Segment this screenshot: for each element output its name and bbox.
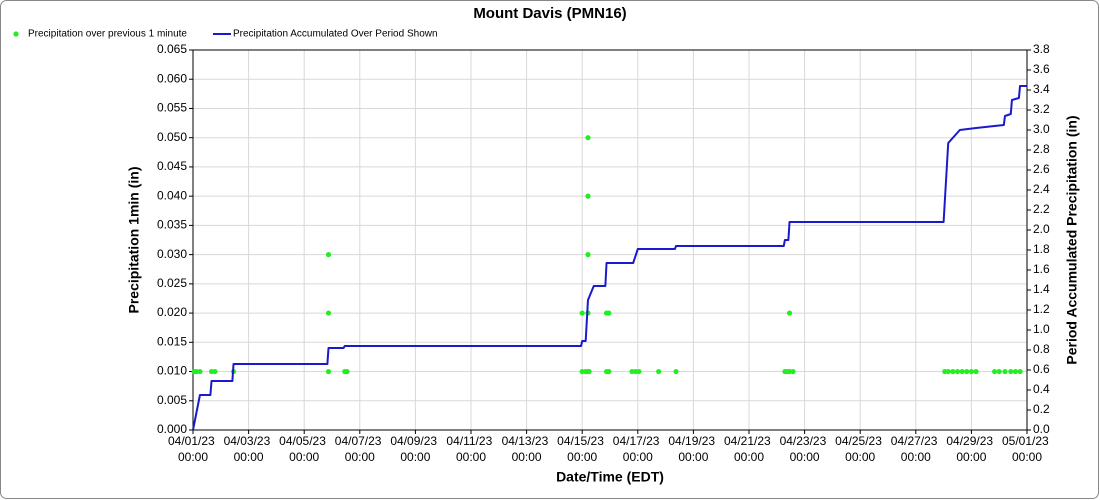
point [1012, 368, 1019, 375]
y2-tick-label: 3.4 [1033, 82, 1050, 96]
y2-tick-label: 3.0 [1033, 122, 1050, 136]
y2-tick-label: 1.8 [1033, 242, 1050, 256]
y-axis-title: Precipitation 1min (in) [126, 166, 142, 313]
point [1017, 368, 1023, 375]
point [968, 368, 975, 375]
point [991, 368, 998, 375]
y-tick-label: 0.030 [157, 247, 187, 261]
y2-tick-label: 0.8 [1033, 342, 1050, 356]
y2-tick-label: 2.0 [1033, 222, 1050, 236]
point [656, 368, 662, 375]
x-tick-label: 04/03/23 00:00 [224, 434, 274, 464]
x-tick-label: 04/17/23 00:00 [613, 434, 663, 464]
x-axis-title: Date/Time (EDT) [556, 469, 664, 485]
legend-label: Precipitation over previous 1 minute [28, 29, 187, 40]
y2-tick-label: 1.2 [1033, 302, 1050, 316]
point [945, 368, 951, 375]
y2-tick-label: 3.8 [1033, 42, 1050, 56]
point [585, 252, 591, 258]
y2-tick-label: 3.6 [1033, 62, 1050, 76]
x-tick-label: 04/23/23 00:00 [780, 434, 830, 464]
point [973, 368, 979, 375]
point [790, 368, 796, 375]
point [606, 368, 612, 375]
y2-tick-label: 3.2 [1033, 102, 1050, 116]
x-tick-label: 04/15/23 00:00 [557, 434, 607, 464]
x-tick-label: 04/19/23 00:00 [668, 434, 718, 464]
point [673, 368, 679, 375]
y2-tick-label: 0.6 [1033, 362, 1050, 376]
y2-tick-label: 1.6 [1033, 262, 1050, 276]
point [585, 193, 591, 199]
y-tick-label: 0.040 [157, 188, 187, 202]
y2-tick-label: 0.2 [1033, 402, 1050, 416]
x-tick-label: 04/13/23 00:00 [502, 434, 552, 464]
y2-tick-label: 1.0 [1033, 322, 1050, 336]
y2-tick-label: 0.4 [1033, 382, 1050, 396]
y2-tick-label: 2.6 [1033, 162, 1050, 176]
x-tick-label: 04/27/23 00:00 [891, 434, 941, 464]
y-tick-label: 0.000 [157, 422, 187, 436]
x-tick-label: 05/01/23 00:00 [1002, 434, 1052, 464]
y2-tick-label: 0.0 [1033, 422, 1050, 436]
x-tick-label: 04/07/23 00:00 [335, 434, 385, 464]
y2-tick-label: 1.4 [1033, 282, 1050, 296]
y2-tick-label: 2.2 [1033, 202, 1050, 216]
point [1002, 368, 1008, 375]
y2-tick-label: 2.8 [1033, 142, 1050, 156]
y-tick-label: 0.045 [157, 159, 187, 173]
point [1008, 368, 1014, 375]
point [325, 368, 332, 375]
x-tick-label: 04/01/23 00:00 [168, 434, 218, 464]
point [212, 368, 218, 375]
x-tick-label: 04/25/23 00:00 [835, 434, 885, 464]
point [325, 252, 332, 258]
point [606, 310, 612, 316]
point [954, 368, 961, 375]
point [996, 368, 1002, 375]
y-tick-label: 0.015 [157, 334, 187, 348]
y-tick-label: 0.005 [157, 393, 187, 407]
point [959, 368, 965, 375]
point [325, 310, 332, 316]
x-tick-label: 04/11/23 00:00 [446, 434, 495, 464]
y-tick-label: 0.050 [157, 130, 187, 144]
point [344, 368, 350, 375]
y-tick-label: 0.060 [157, 71, 187, 85]
legend-marker [13, 31, 19, 37]
point [950, 368, 956, 375]
x-tick-label: 04/05/23 00:00 [279, 434, 329, 464]
point [586, 368, 592, 375]
y-tick-label: 0.025 [157, 276, 187, 290]
line [192, 85, 1027, 431]
point [579, 310, 585, 316]
point [585, 135, 591, 141]
y-tick-label: 0.055 [157, 101, 187, 115]
point [197, 368, 203, 375]
x-tick-label: 04/29/23 00:00 [946, 434, 996, 464]
y-tick-label: 0.035 [157, 218, 187, 232]
y2-axis-title: Period Accumulated Precipitation (in) [1064, 115, 1080, 364]
x-tick-label: 04/09/23 00:00 [390, 434, 440, 464]
y-tick-label: 0.010 [157, 364, 187, 378]
legend-label: Precipitation Accumulated Over Period Sh… [233, 29, 438, 40]
point [636, 368, 642, 375]
point [786, 310, 793, 316]
y-tick-label: 0.065 [157, 42, 187, 56]
y-tick-label: 0.020 [157, 305, 187, 319]
chart-title: Mount Davis (PMN16) [473, 5, 626, 22]
y2-tick-label: 2.4 [1033, 182, 1050, 196]
plot-border [192, 49, 1028, 431]
point [964, 368, 970, 375]
x-tick-label: 04/21/23 00:00 [724, 434, 774, 464]
